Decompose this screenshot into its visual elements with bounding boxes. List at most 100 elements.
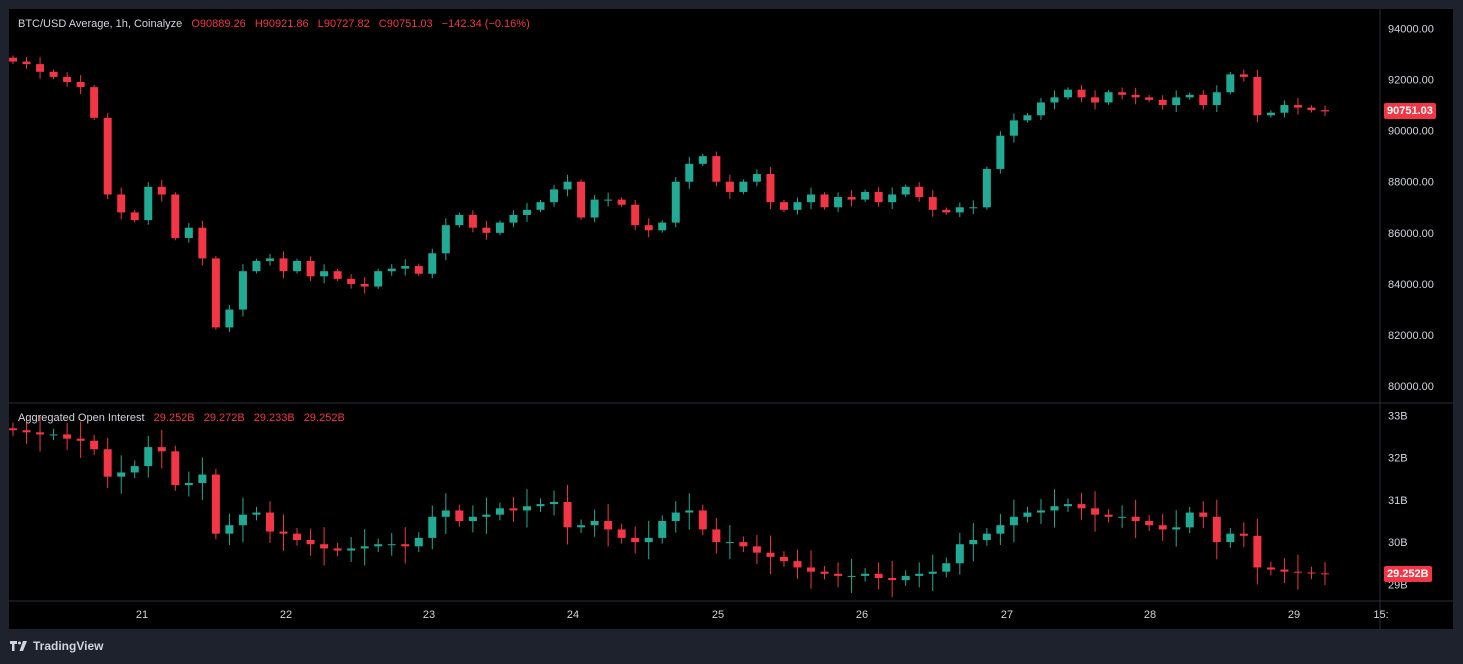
oi-candle-body xyxy=(211,474,220,534)
price-candle-body xyxy=(1321,110,1329,112)
oi-candle-body xyxy=(482,514,491,517)
price-candle-body xyxy=(874,191,883,203)
price-candle-body xyxy=(1009,120,1018,136)
price-candle-body xyxy=(1050,97,1059,103)
price-candle-body xyxy=(1077,89,1086,98)
oi-candle-body xyxy=(847,575,856,577)
price-candle-body xyxy=(766,174,775,203)
oi-candle-body xyxy=(658,521,667,538)
oi-candle-body xyxy=(901,575,910,581)
price-candle-body xyxy=(1266,112,1275,116)
price-candle-body xyxy=(577,181,586,218)
oi-y-tick-label: 33B xyxy=(1388,410,1408,422)
price-candle-body xyxy=(1253,76,1262,116)
price-candle-body xyxy=(171,194,180,238)
oi-candle-body xyxy=(157,447,166,452)
oi-candle-body xyxy=(1266,567,1275,570)
oi-candle-body xyxy=(807,567,816,572)
oi-candle-body xyxy=(671,512,680,521)
price-candle-body xyxy=(1036,102,1045,116)
price-candle-body xyxy=(942,209,951,213)
price-candle-body xyxy=(347,278,356,284)
oi-candle-body xyxy=(712,529,721,543)
price-candle-body xyxy=(1091,97,1100,103)
price-candle-body xyxy=(1158,99,1167,106)
oi-y-tick-label: 32B xyxy=(1388,453,1408,465)
price-candle-body xyxy=(252,260,261,272)
oi-candle-body xyxy=(1199,512,1208,517)
price-legend-close: C90751.03 xyxy=(378,18,433,30)
price-candle-body xyxy=(969,207,978,209)
oi-candle-body xyxy=(63,434,72,439)
price-y-tick-label: 80000.00 xyxy=(1388,381,1434,393)
price-candle-body xyxy=(320,271,329,277)
oi-candle-body xyxy=(103,449,112,477)
price-candle-body xyxy=(198,227,207,259)
price-candle-body xyxy=(90,87,99,118)
oi-candle-body xyxy=(293,533,302,540)
oi-candle-body xyxy=(1050,506,1059,511)
oi-candle-body xyxy=(347,548,356,551)
oi-candle-body xyxy=(184,483,193,486)
price-candle-body xyxy=(482,227,491,233)
price-candle-body xyxy=(861,191,870,200)
price-y-tick-label: 94000.00 xyxy=(1388,23,1434,35)
x-tick-label: 28 xyxy=(1144,609,1156,621)
price-candle-body xyxy=(563,181,572,190)
oi-candle-body xyxy=(1253,535,1262,568)
oi-candle-body xyxy=(49,434,58,436)
price-y-tick-label: 92000.00 xyxy=(1388,74,1434,86)
oi-candle-body xyxy=(1239,533,1248,536)
price-candle-body xyxy=(752,174,761,182)
price-candle-body xyxy=(22,61,31,65)
oi-candle-body xyxy=(238,514,247,526)
x-tick-label: 26 xyxy=(856,609,868,621)
price-candle-body xyxy=(225,309,234,328)
oi-candle-body xyxy=(793,561,802,568)
price-candle-body xyxy=(847,197,856,200)
price-candle-body xyxy=(49,71,58,77)
oi-candle-body xyxy=(577,525,586,528)
price-candle-body xyxy=(293,260,302,272)
price-candle-body xyxy=(739,181,748,192)
oi-candle-body xyxy=(306,540,315,545)
price-candle-body xyxy=(428,253,437,274)
oi-candle-body xyxy=(1185,512,1194,528)
oi-candle-body xyxy=(387,544,396,546)
price-y-tick-label: 84000.00 xyxy=(1388,279,1434,291)
oi-candle-body xyxy=(225,525,234,534)
price-candle-body xyxy=(414,266,423,274)
price-candle-body xyxy=(211,258,220,328)
price-candle-body xyxy=(698,156,707,164)
price-candle-body xyxy=(360,283,369,287)
price-candle-body xyxy=(658,222,667,231)
oi-candle-body xyxy=(779,556,788,562)
price-legend-change: −142.34 (−0.16%) xyxy=(441,18,530,30)
chart-svg[interactable]: 94000.00 92000.00 90000.00 88000.00 86000.00… xyxy=(9,9,1453,629)
oi-candle-body xyxy=(279,531,288,534)
price-candle-body xyxy=(1064,89,1073,98)
oi-candle-body xyxy=(1226,533,1235,543)
oi-candle-body xyxy=(752,546,761,553)
price-candle-body xyxy=(955,207,964,213)
price-candle-body xyxy=(550,189,559,203)
oi-candle-body xyxy=(90,440,99,450)
price-candle-body xyxy=(1199,94,1208,106)
oi-candle-body xyxy=(252,512,261,515)
oi-candle-body xyxy=(509,508,518,511)
oi-candle-body xyxy=(1036,510,1045,513)
price-candle-body xyxy=(401,266,410,269)
last-price-badge: 90751.03 xyxy=(1384,103,1436,120)
oi-candle-body xyxy=(820,571,829,574)
oi-candle-body xyxy=(725,542,734,544)
x-tick-label: 23 xyxy=(423,609,435,621)
price-candle-body xyxy=(1172,97,1181,106)
oi-candle-body xyxy=(333,548,342,551)
oi-candle-body xyxy=(1172,527,1181,530)
oi-candle-body xyxy=(1118,516,1127,518)
oi-candle-body xyxy=(563,502,572,528)
price-candle-body xyxy=(1104,92,1113,103)
footer[interactable]: TradingView xyxy=(10,639,103,653)
oi-candle-body xyxy=(22,430,31,433)
oi-candle-body xyxy=(441,510,450,517)
